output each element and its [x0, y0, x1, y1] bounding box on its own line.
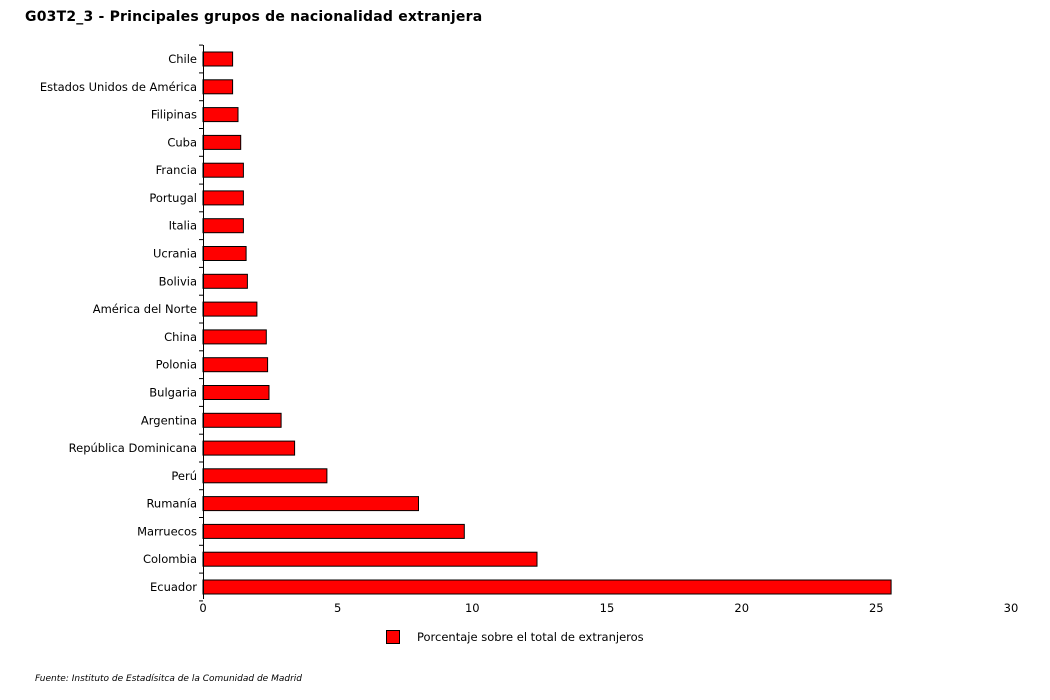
category-label-18: Colombia [143, 552, 197, 566]
category-label-12: Bulgaria [149, 386, 197, 400]
category-label-1: Estados Unidos de América [40, 80, 197, 94]
category-label-11: Polonia [156, 358, 197, 372]
category-label-17: Marruecos [137, 524, 197, 538]
category-label-4: Francia [156, 163, 197, 177]
x-tick-label-6: 30 [1004, 601, 1019, 615]
x-tick-label-4: 20 [734, 601, 749, 615]
bar-10 [202, 329, 267, 345]
x-tick-labels: 0 5 10 15 20 25 30 [199, 601, 1018, 615]
category-label-9: América del Norte [93, 302, 197, 316]
category-label-15: Perú [171, 469, 197, 483]
bar-17 [202, 523, 465, 539]
bar-3 [202, 134, 242, 150]
source-note: Fuente: Instituto de Estadísitca de la C… [35, 674, 302, 684]
legend: Porcentaje sobre el total de extranjeros [386, 630, 644, 644]
category-label-0: Chile [168, 52, 197, 66]
category-label-6: Italia [169, 219, 197, 233]
bar-0 [202, 51, 234, 67]
bar-11 [202, 357, 269, 373]
x-tick-label-2: 10 [465, 601, 480, 615]
bar-18 [202, 551, 538, 567]
category-label-14: República Dominicana [69, 441, 197, 455]
category-label-13: Argentina [141, 413, 197, 427]
category-label-5: Portugal [149, 191, 197, 205]
bar-15 [202, 468, 328, 484]
category-label-8: Bolivia [159, 274, 197, 288]
bars-group [202, 51, 892, 595]
bar-8 [202, 273, 248, 289]
bar-16 [202, 496, 419, 512]
category-label-7: Ucrania [153, 247, 197, 261]
x-tick-label-1: 5 [334, 601, 341, 615]
axes-group [199, 44, 204, 602]
category-labels: Chile Estados Unidos de América Filipinas C… [40, 52, 197, 594]
category-label-10: China [164, 330, 197, 344]
bar-1 [202, 79, 234, 95]
chart-title: G03T2_3 - Principales grupos de nacional… [25, 9, 483, 25]
bar-6 [202, 218, 244, 234]
x-tick-label-3: 15 [600, 601, 615, 615]
bar-4 [202, 162, 244, 178]
legend-label: Porcentaje sobre el total de extranjeros [417, 630, 644, 644]
bar-5 [202, 190, 244, 206]
x-tick-label-0: 0 [199, 601, 206, 615]
bar-19 [202, 579, 892, 595]
bar-9 [202, 301, 258, 317]
x-tick-label-5: 25 [869, 601, 884, 615]
bar-13 [202, 412, 282, 428]
bar-2 [202, 107, 239, 123]
bar-14 [202, 440, 296, 456]
category-label-16: Rumanía [146, 497, 197, 511]
category-label-3: Cuba [167, 135, 197, 149]
category-label-2: Filipinas [151, 108, 197, 122]
bar-12 [202, 385, 270, 400]
bar-7 [202, 246, 247, 261]
category-label-19: Ecuador [150, 580, 197, 594]
legend-swatch [386, 630, 400, 644]
